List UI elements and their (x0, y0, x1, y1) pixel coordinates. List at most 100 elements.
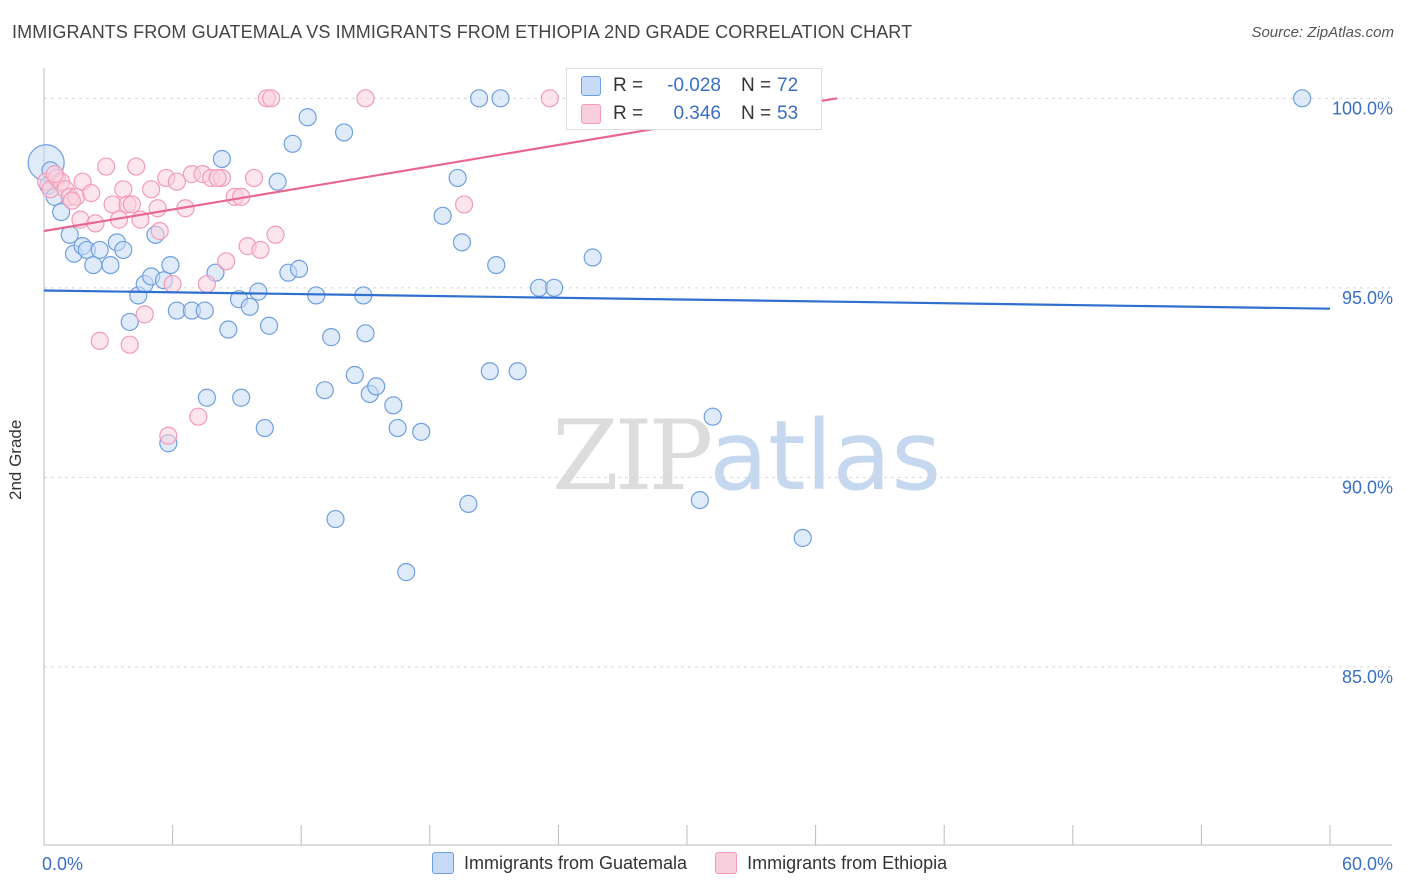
point-ethiopia (97, 157, 116, 176)
point-ethiopia (244, 168, 264, 188)
point-ethiopia (127, 157, 146, 176)
point-ethiopia (454, 195, 474, 214)
point-guatemala (508, 362, 527, 381)
point-guatemala (120, 312, 139, 332)
watermark-zip: ZIP (552, 400, 713, 512)
point-guatemala (84, 255, 103, 275)
point-guatemala (448, 168, 467, 188)
point-ethiopia (148, 199, 167, 218)
point-guatemala (469, 89, 489, 108)
legend-item-ethiopia[interactable]: Immigrants from Ethiopia (715, 852, 947, 874)
r-value: -0.028 (667, 75, 721, 96)
point-guatemala (583, 248, 602, 267)
legend-swatch-guatemala (432, 852, 454, 874)
point-guatemala (161, 255, 180, 275)
watermark: ZIPatlas (552, 400, 941, 512)
point-guatemala (52, 202, 71, 222)
y-tick-label: 90.0% (1342, 477, 1393, 497)
point-ethiopia (45, 165, 64, 184)
point-ethiopia (217, 252, 236, 271)
legend-label-guatemala: Immigrants from Guatemala (464, 852, 688, 873)
point-ethiopia (266, 225, 285, 244)
r-value: 0.346 (673, 103, 721, 124)
point-guatemala (334, 123, 354, 142)
point-guatemala (690, 490, 709, 510)
point-guatemala (268, 172, 287, 191)
point-ethiopia (262, 89, 281, 108)
x-tick-label: 60.0% (1342, 854, 1393, 874)
stats-swatch-ethiopia (581, 104, 601, 124)
stats-swatch-guatemala (581, 76, 601, 96)
point-guatemala (283, 134, 302, 153)
point-guatemala (315, 381, 334, 400)
point-guatemala (101, 255, 120, 275)
r-label: R = (613, 103, 644, 124)
n-label: N = (741, 75, 772, 96)
r-label: R = (613, 75, 644, 96)
point-guatemala (388, 418, 407, 438)
point-ethiopia (122, 195, 141, 214)
point-guatemala (289, 259, 309, 278)
legend-label-ethiopia: Immigrants from Ethiopia (747, 852, 948, 873)
point-guatemala (384, 396, 403, 415)
x-tick-label: 0.0% (42, 854, 83, 874)
point-ethiopia (120, 335, 139, 354)
point-guatemala (322, 328, 341, 347)
point-guatemala (487, 255, 506, 275)
stats-row-guatemala: R = -0.028 N = 72 (581, 75, 798, 97)
point-guatemala (232, 388, 251, 407)
n-value: 72 (777, 75, 799, 96)
point-ethiopia (142, 180, 161, 199)
point-guatemala (255, 418, 274, 438)
point-ethiopia (251, 240, 270, 260)
n-label: N = (741, 103, 772, 124)
point-guatemala (452, 233, 472, 252)
stats-box: R = -0.028 N = 72 R = 0.346 N = 53 (566, 68, 822, 130)
point-guatemala (1293, 89, 1312, 108)
point-guatemala (459, 494, 478, 513)
chart-title: IMMIGRANTS FROM GUATEMALA VS IMMIGRANTS … (12, 22, 913, 42)
point-guatemala (90, 240, 109, 260)
point-ethiopia (189, 407, 208, 426)
point-guatemala (326, 509, 345, 529)
legend: Immigrants from Guatemala Immigrants fro… (432, 852, 975, 874)
point-guatemala (480, 362, 499, 381)
point-ethiopia (159, 426, 178, 445)
point-guatemala (433, 206, 452, 225)
point-guatemala (412, 422, 431, 441)
stats-row-ethiopia: R = 0.346 N = 53 (581, 103, 798, 125)
point-ethiopia (163, 274, 182, 294)
point-ethiopia (90, 331, 109, 350)
point-ethiopia (114, 180, 133, 199)
point-guatemala (703, 407, 722, 426)
point-guatemala (298, 108, 317, 127)
point-guatemala (219, 320, 238, 339)
point-ethiopia (356, 89, 375, 108)
point-guatemala (212, 149, 231, 169)
legend-swatch-ethiopia (715, 852, 738, 874)
point-ethiopia (167, 172, 186, 191)
watermark-atlas: atlas (709, 400, 942, 512)
point-guatemala (491, 89, 510, 108)
point-guatemala (356, 324, 375, 343)
point-guatemala (397, 563, 416, 582)
point-ethiopia (82, 183, 101, 203)
n-value: 53 (777, 103, 799, 124)
point-ethiopia (540, 89, 559, 108)
point-ethiopia (208, 168, 227, 188)
point-guatemala (793, 528, 812, 548)
legend-item-guatemala[interactable]: Immigrants from Guatemala (432, 852, 687, 874)
y-tick-label: 95.0% (1342, 288, 1393, 308)
point-guatemala (195, 301, 214, 320)
point-ethiopia (62, 191, 81, 210)
point-guatemala (259, 316, 279, 335)
point-guatemala (545, 278, 564, 297)
point-guatemala (114, 240, 133, 260)
point-ethiopia (197, 274, 216, 294)
trend-line-guatemala (43, 289, 1331, 310)
point-guatemala (345, 365, 364, 385)
point-guatemala (367, 377, 386, 396)
y-tick-label: 100.0% (1332, 98, 1393, 118)
point-guatemala (249, 282, 268, 301)
